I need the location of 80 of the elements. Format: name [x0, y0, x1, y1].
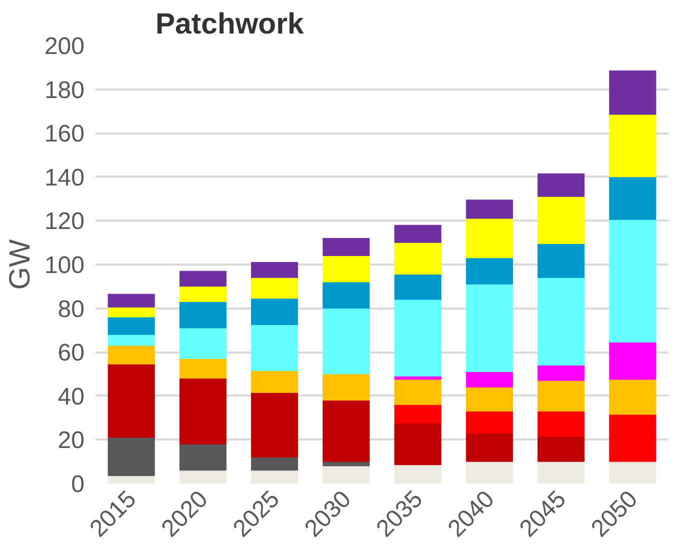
bar [251, 470, 298, 484]
bar [251, 298, 298, 325]
bar [251, 370, 298, 393]
y-tick-label: 20 [58, 427, 85, 454]
bar [466, 284, 513, 372]
bar [251, 277, 298, 299]
bar [108, 306, 155, 318]
bar [322, 238, 370, 256]
bar [251, 456, 298, 471]
bar [538, 380, 585, 412]
chart-title: Patchwork [156, 8, 305, 40]
bar [108, 345, 155, 364]
bar [322, 400, 370, 462]
bar [466, 461, 513, 484]
bar [394, 404, 442, 424]
bar [466, 200, 513, 219]
y-tick-label: 120 [44, 208, 85, 236]
bar [538, 173, 585, 197]
bar [322, 374, 370, 401]
bar [322, 461, 370, 466]
bar [108, 476, 155, 484]
y-tick-label: 40 [58, 383, 85, 410]
bar [251, 324, 298, 371]
bar [609, 414, 656, 462]
bar [466, 372, 513, 388]
bar [466, 386, 513, 412]
bar [466, 218, 513, 258]
y-axis-title: GW [3, 238, 36, 290]
y-tick-label: 80 [58, 296, 85, 323]
bar [108, 437, 155, 476]
y-tick-label: 160 [44, 120, 85, 148]
bar [609, 70, 656, 115]
y-tick-label: 200 [44, 33, 85, 60]
bar [538, 196, 585, 244]
bar [394, 376, 442, 380]
bar [179, 358, 226, 379]
bar [538, 277, 585, 366]
bar [108, 334, 155, 346]
bar [609, 461, 656, 484]
bar [179, 301, 226, 328]
bar [394, 423, 442, 466]
bar [179, 378, 226, 444]
y-tick-label: 100 [44, 252, 85, 279]
bar [322, 282, 370, 309]
bar [609, 342, 656, 380]
bar [108, 364, 155, 438]
bar [466, 410, 513, 434]
bar [179, 328, 226, 359]
bar [466, 258, 513, 284]
bar [322, 255, 370, 282]
bar [466, 432, 513, 462]
bar [609, 114, 656, 178]
bar [609, 379, 656, 415]
y-tick-label: 140 [44, 164, 85, 192]
bar [394, 224, 442, 243]
bar [322, 308, 370, 374]
y-tick-label: 0 [71, 471, 85, 498]
bar [538, 436, 585, 462]
bar [394, 299, 442, 376]
bar [538, 461, 585, 484]
bar [322, 466, 370, 484]
y-tick-label: 60 [58, 340, 85, 367]
bar [251, 392, 298, 458]
bar [251, 262, 298, 278]
bar [394, 274, 442, 300]
bar [609, 176, 656, 220]
bar [538, 410, 585, 437]
bar [538, 243, 585, 278]
bar [394, 464, 442, 484]
bar [538, 364, 585, 381]
bar [394, 242, 442, 275]
bar [179, 470, 226, 484]
bar [108, 316, 155, 335]
y-tick-label: 180 [44, 76, 85, 104]
bar [609, 219, 656, 342]
bar [179, 270, 226, 287]
bar [108, 294, 155, 308]
bar [394, 379, 442, 405]
bar [179, 444, 226, 471]
bar [179, 286, 226, 302]
